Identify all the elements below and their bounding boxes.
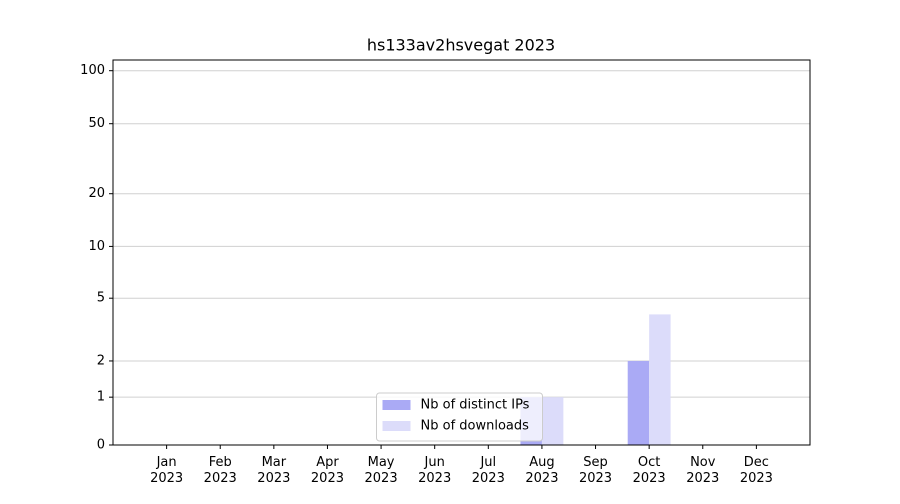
y-tick-label: 2	[97, 353, 105, 368]
legend-swatch	[382, 400, 411, 410]
x-tick-label: Jun 2023	[418, 455, 451, 486]
y-tick-label: 5	[97, 291, 105, 306]
bar	[541, 397, 564, 445]
plot-frame	[112, 59, 811, 446]
y-tick-label: 50	[88, 116, 105, 131]
legend-swatch	[382, 421, 411, 431]
y-tick-label: 0	[97, 438, 105, 453]
chart-title: hs133av2hsvegat 2023	[367, 36, 555, 55]
x-tick-label: May 2023	[365, 455, 398, 486]
x-tick-label: Apr 2023	[311, 455, 344, 486]
legend-label: Nb of downloads	[421, 419, 530, 434]
x-tick-label: Dec 2023	[740, 455, 773, 486]
bar	[627, 360, 650, 445]
x-tick-label: Sep 2023	[579, 455, 612, 486]
x-tick-label: Nov 2023	[686, 455, 719, 486]
legend-label: Nb of distinct IPs	[421, 398, 530, 413]
legend-box	[376, 392, 543, 442]
x-tick-label: Feb 2023	[204, 455, 237, 486]
y-tick-label: 1	[97, 390, 105, 405]
y-tick-label: 100	[80, 63, 105, 78]
y-tick-label: 20	[88, 186, 105, 201]
x-tick-label: Aug 2023	[525, 455, 558, 486]
x-tick-label: Jan 2023	[150, 455, 183, 486]
x-tick-label: Mar 2023	[257, 455, 290, 486]
x-tick-label: Jul 2023	[472, 455, 505, 486]
y-tick-label: 10	[88, 239, 105, 254]
x-tick-label: Oct 2023	[633, 455, 666, 486]
bar	[649, 314, 671, 445]
